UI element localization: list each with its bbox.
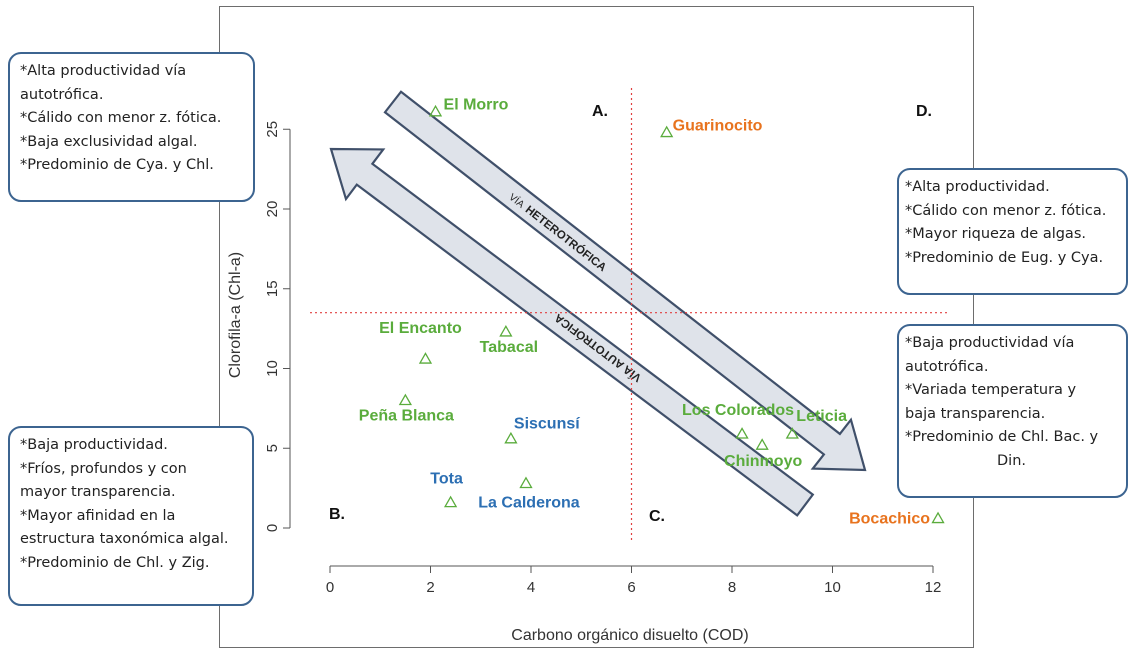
quadrant-label: A.: [592, 103, 608, 120]
y-tick-label: 5: [264, 444, 281, 452]
y-axis-title: Clorofila-a (Chl-a): [227, 252, 244, 378]
note-line: *Mayor afinidad en la: [20, 507, 176, 524]
data-point-label: Leticia: [796, 408, 847, 425]
note-line: Din.: [997, 452, 1026, 469]
arrow-heterotrofica-label: VÍA HETEROTRÓFICA: [506, 188, 611, 275]
arrow-label-big: VÍA AUTOTRÓFICA: [552, 311, 644, 384]
note-line: *Variada temperatura y: [905, 382, 1077, 398]
data-point-marker: [398, 393, 412, 406]
data-point-marker: [428, 104, 443, 117]
x-axis-title: Carbono orgánico disuelto (COD): [511, 627, 748, 644]
x-tick-label: 8: [728, 579, 736, 596]
data-point-marker: [660, 125, 674, 138]
note-bottom-left: *Baja productividad. *Fríos, profundos y …: [8, 426, 254, 606]
note-bottom-right: *Baja productividad vía autotrófica. *Vari…: [897, 324, 1128, 498]
y-tick-label: 10: [264, 360, 281, 377]
data-point-marker: [504, 431, 518, 444]
note-line: *Fríos, profundos y con: [20, 460, 187, 477]
data-points: El Morro Guarinocito El Encanto Tabacal Peña…: [359, 97, 945, 527]
note-line: *Predominio de Cya. y Chl.: [20, 157, 214, 173]
data-point-marker: [499, 325, 513, 337]
note-line: *Baja productividad.: [20, 437, 168, 453]
quadrant-label: B.: [329, 506, 345, 523]
data-point-marker: [785, 427, 799, 439]
quadrant-label: C.: [649, 508, 665, 525]
data-point-marker: [418, 352, 433, 364]
y-tick-label: 25: [264, 121, 281, 138]
arrow-autotrofica-shape: [329, 147, 815, 517]
data-point-marker: [519, 476, 533, 489]
note-line: mayor transparencia.: [20, 484, 176, 500]
x-tick-label: 6: [627, 579, 635, 596]
data-point-label: Los Colorados: [682, 402, 794, 419]
note-line: estructura taxonómica algal.: [20, 531, 229, 547]
data-point-label: El Morro: [444, 97, 509, 114]
data-point-marker: [735, 427, 749, 439]
data-point-label: Bocachico: [849, 510, 930, 527]
note-line: *Predominio de Eug. y Cya.: [905, 249, 1104, 266]
arrow-label-big: HETEROTRÓFICA: [523, 203, 609, 274]
x-tick-label: 12: [925, 579, 942, 596]
data-point-label: Tabacal: [480, 339, 538, 356]
data-point-label: El Encanto: [379, 320, 462, 337]
y-tick-label: 20: [264, 201, 281, 218]
reference-lines: [310, 88, 948, 540]
note-line: *Cálido con menor z. fótica.: [905, 202, 1107, 219]
data-point-label: Peña Blanca: [359, 407, 454, 424]
quadrant-labels: A. B. C. D.: [329, 103, 932, 525]
note-top-right: *Alta productividad. *Cálido con menor z.…: [897, 168, 1128, 295]
note-line: *Alta productividad vía: [20, 63, 187, 79]
note-line: *Alta productividad.: [905, 179, 1050, 195]
quadrant-label: D.: [916, 103, 932, 120]
note-line: *Cálido con menor z. fótica.: [20, 110, 222, 126]
note-line: autotrófica.: [905, 358, 989, 375]
note-line: *Mayor riqueza de algas.: [905, 226, 1086, 242]
note-line: *Predominio de Chl. y Zig.: [20, 554, 210, 571]
data-point-label: La Calderona: [478, 494, 579, 511]
data-point-marker: [931, 511, 945, 524]
x-tick-label: 4: [527, 579, 535, 596]
note-line: *Baja exclusividad algal.: [20, 133, 198, 150]
note-line: *Baja productividad vía: [905, 335, 1075, 351]
data-point-label: Guarinocito: [673, 117, 763, 134]
y-tick-label: 0: [264, 524, 281, 532]
data-point-label: Siscunsí: [514, 416, 580, 433]
arrow-autotrofica-label: VÍA AUTOTRÓFICA: [552, 311, 644, 384]
axes: 0 2 4 6 8 10 12 0 5 10 15 20 25 Carbono orgánico disu…: [227, 121, 941, 644]
x-tick-label: 2: [426, 579, 434, 596]
note-line: baja transparencia.: [905, 405, 1046, 422]
x-tick-label: 10: [824, 579, 841, 596]
x-tick-label: 0: [326, 579, 334, 596]
y-tick-label: 15: [264, 280, 281, 297]
arrow-heterotrofica: VÍA HETEROTRÓFICA: [383, 90, 867, 472]
data-point-label: Tota: [430, 470, 463, 487]
note-line: *Predominio de Chl. Bac. y: [905, 429, 1099, 445]
data-point-label: Chinmoyo: [724, 453, 802, 470]
arrow-heterotrofica-shape: [383, 90, 867, 472]
note-top-left: *Alta productividad vía autotrófica. *Cáli…: [8, 52, 255, 202]
data-point-marker: [443, 495, 458, 508]
note-line: autotrófica.: [20, 86, 104, 103]
data-point-marker: [755, 438, 769, 450]
